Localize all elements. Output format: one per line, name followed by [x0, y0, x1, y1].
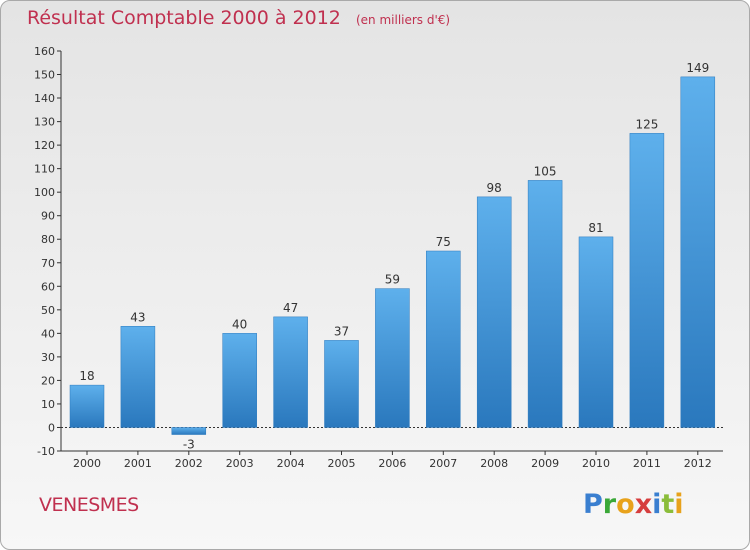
- value-label-2002: -3: [183, 438, 195, 452]
- y-tick-label: 130: [34, 116, 55, 129]
- y-tick-label: 70: [41, 257, 55, 270]
- x-tick-label-2003: 2003: [226, 457, 254, 470]
- y-tick-label: 0: [48, 421, 55, 434]
- x-tick-label-2008: 2008: [480, 457, 508, 470]
- y-tick-label: 100: [34, 186, 55, 199]
- y-tick-label: 30: [41, 351, 55, 364]
- x-tick-label-2010: 2010: [582, 457, 610, 470]
- y-tick-label: 140: [34, 92, 55, 105]
- value-label-2005: 37: [334, 324, 349, 338]
- logo-letter: r: [602, 489, 617, 520]
- bar-2009: [527, 180, 563, 428]
- y-tick-label: 90: [41, 210, 55, 223]
- y-tick-label: 40: [41, 327, 55, 340]
- proxiti-logo: Proxiti: [583, 489, 684, 520]
- value-label-2001: 43: [130, 310, 145, 324]
- y-tick-label: 10: [41, 398, 55, 411]
- x-tick-label-2002: 2002: [175, 457, 203, 470]
- bar-2011: [629, 133, 665, 428]
- value-label-2007: 75: [436, 235, 451, 249]
- value-label-2011: 125: [635, 117, 658, 131]
- value-label-2004: 47: [283, 301, 298, 315]
- value-label-2003: 40: [232, 317, 247, 331]
- y-tick-label: 120: [34, 139, 55, 152]
- x-tick-label-2007: 2007: [429, 457, 457, 470]
- value-label-2010: 81: [588, 221, 603, 235]
- chart-title-main: Résultat Comptable 2000 à 2012: [27, 7, 341, 29]
- value-label-2009: 105: [534, 164, 557, 178]
- y-tick-label: 20: [41, 374, 55, 387]
- value-label-2000: 18: [79, 369, 94, 383]
- y-tick-label: 60: [41, 280, 55, 293]
- y-tick-label: 50: [41, 304, 55, 317]
- x-tick-label-2012: 2012: [684, 457, 712, 470]
- bar-2003: [222, 333, 257, 428]
- bar-2007: [426, 250, 461, 428]
- x-tick-label-2006: 2006: [378, 457, 406, 470]
- x-tick-label-2005: 2005: [328, 457, 356, 470]
- logo-letter: o: [616, 489, 635, 520]
- y-tick-label: 150: [34, 69, 55, 82]
- x-tick-label-2004: 2004: [277, 457, 305, 470]
- y-tick-label: 160: [34, 45, 55, 58]
- bar-2000: [69, 384, 105, 428]
- value-label-2006: 59: [385, 273, 400, 287]
- bar-2004: [273, 316, 308, 428]
- logo-letter: t: [661, 489, 675, 520]
- x-tick-label-2001: 2001: [124, 457, 152, 470]
- x-tick-label-2011: 2011: [633, 457, 661, 470]
- logo-letter: x: [634, 489, 653, 520]
- bar-2010: [578, 236, 614, 428]
- value-label-2012: 149: [686, 61, 709, 75]
- bar-2005: [324, 340, 359, 428]
- bar-2002: [171, 427, 207, 435]
- value-label-2008: 98: [487, 181, 502, 195]
- x-tick-label-2000: 2000: [73, 457, 101, 470]
- bar-2006: [375, 288, 410, 428]
- bar-2012: [680, 76, 716, 428]
- x-tick-label-2009: 2009: [531, 457, 559, 470]
- bar-2008: [476, 196, 512, 428]
- chart-title: Résultat Comptable 2000 à 2012 (en milli…: [27, 7, 450, 29]
- y-tick-label: 80: [41, 233, 55, 246]
- logo-letter: i: [652, 489, 662, 520]
- commune-name: VENESMES: [39, 494, 139, 516]
- logo-letter: P: [583, 489, 603, 520]
- y-tick-label: -10: [37, 445, 55, 458]
- logo-letter: i: [674, 489, 684, 520]
- bar-2001: [120, 326, 156, 428]
- y-tick-label: 110: [34, 163, 55, 176]
- chart-subtitle: (en milliers d'€): [355, 13, 451, 27]
